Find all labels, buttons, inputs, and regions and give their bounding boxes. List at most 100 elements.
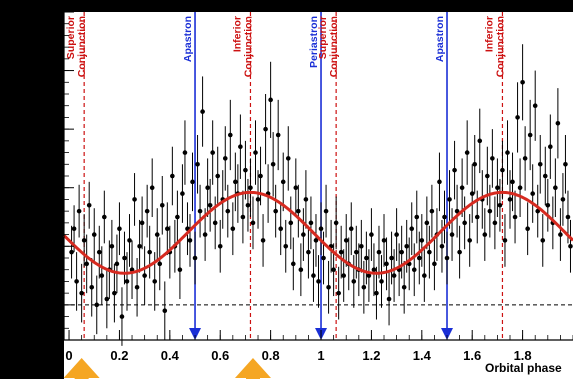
data-marker xyxy=(379,279,384,284)
data-point-0-88 xyxy=(291,237,296,291)
data-marker xyxy=(76,208,82,214)
data-point-0-89 xyxy=(293,158,299,217)
data-point-0-186 xyxy=(537,135,543,194)
data-marker xyxy=(429,208,435,214)
annotation-labels: Superior Conjunction Apastron Inferior Conju… xyxy=(65,16,506,77)
data-marker xyxy=(399,249,404,255)
data-marker xyxy=(81,238,87,243)
data-point-0-64 xyxy=(230,202,236,256)
data-marker xyxy=(253,150,258,155)
data-marker xyxy=(127,238,132,243)
x-tick-label-6: 1.2 xyxy=(362,348,380,363)
data-marker xyxy=(283,243,289,249)
model-curve xyxy=(62,190,573,275)
data-marker xyxy=(432,261,437,267)
data-point-0-174 xyxy=(507,170,513,229)
data-marker xyxy=(245,202,251,208)
data-point-0-49 xyxy=(192,231,198,285)
data-marker xyxy=(545,202,551,208)
data-marker xyxy=(89,284,95,290)
data-marker xyxy=(326,284,331,290)
data-point-0-164 xyxy=(482,208,488,261)
data-point-0-63 xyxy=(228,99,233,171)
data-point-0-36 xyxy=(159,176,165,235)
x-tick-label-3: 0.6 xyxy=(211,348,229,363)
data-point-0-71 xyxy=(248,158,253,217)
data-marker xyxy=(527,132,533,138)
data-marker xyxy=(537,161,543,167)
data-point-0-194 xyxy=(558,208,563,261)
data-point-0-38 xyxy=(165,202,170,256)
data-point-0-73 xyxy=(253,120,258,185)
data-marker xyxy=(137,243,142,249)
data-marker xyxy=(391,273,397,278)
data-marker xyxy=(497,202,503,208)
data-marker xyxy=(200,109,205,114)
data-marker xyxy=(210,150,215,155)
data-point-0-101 xyxy=(323,184,329,238)
data-marker xyxy=(459,185,465,191)
data-marker xyxy=(222,156,228,161)
data-point-0-7 xyxy=(86,181,92,229)
data-point-0-122 xyxy=(376,225,382,279)
data-marker xyxy=(197,208,203,214)
data-marker xyxy=(275,132,281,138)
data-marker xyxy=(170,173,175,179)
data-marker xyxy=(568,243,573,249)
data-marker xyxy=(159,202,165,208)
data-marker xyxy=(374,290,379,296)
axes: 0 1 2 3 4 5 0 0.2 0.4 0.6 0.8 1 1.2 1.4 1.6 1.8 xyxy=(51,4,573,363)
data-marker xyxy=(414,214,420,220)
data-point-0-3 xyxy=(76,184,82,238)
data-point-0-152 xyxy=(452,140,457,200)
data-marker xyxy=(298,267,304,273)
data-point-0-80 xyxy=(270,132,276,197)
highlight-arrows xyxy=(63,358,271,379)
data-marker xyxy=(364,255,369,261)
data-point-0-155 xyxy=(459,158,465,217)
data-marker xyxy=(321,255,326,261)
data-point-0-139 xyxy=(419,214,425,267)
data-marker xyxy=(517,185,523,191)
data-point-0-35 xyxy=(157,237,163,291)
data-point-0-28 xyxy=(139,196,145,250)
data-marker xyxy=(228,132,233,138)
data-marker xyxy=(477,138,483,144)
data-point-0-105 xyxy=(333,196,339,250)
y-tick-label-5: 5 xyxy=(51,4,58,19)
data-marker xyxy=(422,273,427,278)
data-marker xyxy=(91,232,97,237)
data-point-0-70 xyxy=(245,178,251,232)
data-point-0-135 xyxy=(409,202,415,256)
data-marker xyxy=(525,226,530,232)
data-marker xyxy=(119,314,125,319)
data-point-0-48 xyxy=(190,152,195,212)
data-point-0-5 xyxy=(81,214,87,267)
data-marker xyxy=(293,185,299,191)
data-marker xyxy=(416,255,422,261)
data-point-0-119 xyxy=(369,208,374,261)
data-marker xyxy=(454,208,460,214)
annotation-label-0: Superior Conjunction xyxy=(65,16,88,77)
data-marker xyxy=(215,173,221,179)
y-tick-label-1: 1 xyxy=(51,238,58,253)
data-marker xyxy=(205,185,210,191)
data-point-0-67 xyxy=(238,114,243,179)
data-point-0-54 xyxy=(205,158,210,217)
data-marker xyxy=(510,179,515,185)
data-point-0-121 xyxy=(374,266,379,320)
data-marker xyxy=(482,232,488,237)
annotation-text-1-0: Apastron xyxy=(182,16,194,62)
data-point-0-21 xyxy=(122,231,127,285)
highlight-arrow-1 xyxy=(234,358,271,379)
data-marker xyxy=(154,232,160,237)
data-marker xyxy=(139,220,145,226)
data-marker xyxy=(258,173,263,179)
data-point-0-102 xyxy=(326,260,331,314)
x-tick-label-9: 1.8 xyxy=(514,348,532,363)
data-marker xyxy=(134,284,140,290)
y-tick-label-4: 4 xyxy=(51,63,59,78)
annotation-label-5: Apastron xyxy=(434,16,446,62)
data-marker xyxy=(359,243,364,249)
data-marker xyxy=(157,261,163,267)
